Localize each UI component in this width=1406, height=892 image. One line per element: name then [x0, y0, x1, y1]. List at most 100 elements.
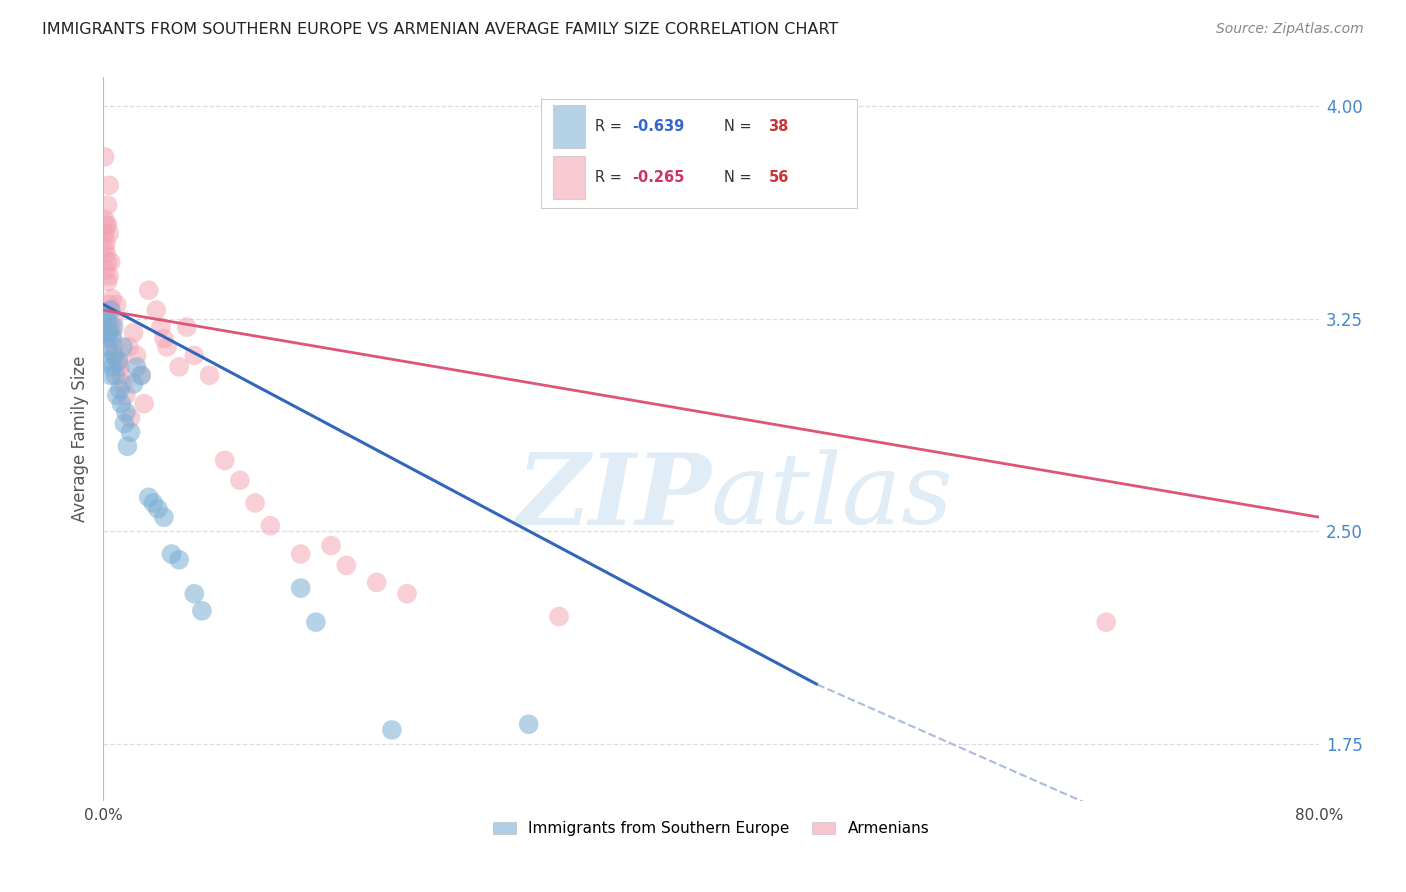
Point [243, 496, 266, 510]
Point [118, 340, 141, 354]
Point [96, 263, 118, 277]
Point [97, 314, 120, 328]
Point [93, 150, 115, 164]
Point [129, 368, 152, 383]
Point [98, 354, 121, 368]
Point [122, 376, 145, 391]
Point [93, 212, 115, 227]
Point [381, 723, 404, 737]
Point [191, 604, 214, 618]
Point [153, 510, 176, 524]
Point [97, 340, 120, 354]
Point [548, 609, 571, 624]
Point [100, 303, 122, 318]
Text: atlas: atlas [711, 450, 953, 545]
Point [115, 388, 138, 402]
Point [104, 368, 127, 383]
Point [111, 376, 134, 391]
Point [103, 320, 125, 334]
Point [134, 397, 156, 411]
Point [1095, 615, 1118, 629]
Point [98, 178, 121, 193]
Point [138, 491, 160, 505]
Point [229, 473, 252, 487]
Point [98, 268, 121, 283]
Point [120, 410, 142, 425]
Point [305, 615, 328, 629]
Legend: Immigrants from Southern Europe, Armenians: Immigrants from Southern Europe, Armenia… [485, 814, 936, 844]
Point [183, 587, 205, 601]
Point [176, 320, 198, 334]
Point [110, 368, 132, 383]
Point [112, 417, 135, 431]
Text: Source: ZipAtlas.com: Source: ZipAtlas.com [1216, 22, 1364, 37]
Point [103, 311, 125, 326]
Point [100, 255, 122, 269]
Point [138, 283, 160, 297]
Point [103, 340, 125, 354]
Point [107, 354, 129, 368]
Point [108, 359, 131, 374]
Text: IMMIGRANTS FROM SOUTHERN EUROPE VS ARMENIAN AVERAGE FAMILY SIZE CORRELATION CHAR: IMMIGRANTS FROM SOUTHERN EUROPE VS ARMEN… [42, 22, 838, 37]
Point [96, 331, 118, 345]
Point [103, 349, 125, 363]
Point [96, 235, 118, 249]
Point [98, 297, 121, 311]
Point [153, 331, 176, 345]
Point [396, 587, 419, 601]
Point [259, 518, 281, 533]
Point [101, 331, 124, 345]
Point [97, 255, 120, 269]
Point [107, 354, 129, 368]
Point [214, 453, 236, 467]
Point [105, 388, 128, 402]
Point [97, 198, 120, 212]
Point [97, 218, 120, 232]
Point [167, 359, 190, 374]
Point [167, 553, 190, 567]
Point [96, 320, 118, 334]
Point [108, 383, 131, 397]
Point [100, 368, 122, 383]
Point [104, 349, 127, 363]
Point [366, 575, 388, 590]
Point [117, 439, 139, 453]
Point [156, 340, 179, 354]
Point [146, 501, 169, 516]
Point [198, 368, 221, 383]
Point [120, 425, 142, 439]
Point [290, 581, 312, 595]
Point [125, 359, 148, 374]
Point [145, 303, 167, 318]
Point [115, 405, 138, 419]
Point [97, 275, 120, 289]
Point [290, 547, 312, 561]
Point [96, 246, 118, 260]
Point [122, 326, 145, 340]
Point [105, 297, 128, 311]
Point [100, 303, 122, 318]
Text: ZIP: ZIP [516, 449, 711, 545]
Point [98, 227, 121, 241]
Point [98, 326, 121, 340]
Point [93, 241, 115, 255]
Point [100, 320, 122, 334]
Point [517, 717, 540, 731]
Point [149, 320, 172, 334]
Point [125, 349, 148, 363]
Point [101, 359, 124, 374]
Point [101, 326, 124, 340]
Point [129, 368, 152, 383]
Point [96, 218, 118, 232]
Point [110, 397, 132, 411]
Point [93, 306, 115, 320]
Point [183, 349, 205, 363]
Point [93, 227, 115, 241]
Point [111, 340, 134, 354]
Point [142, 496, 165, 510]
Point [160, 547, 183, 561]
Point [319, 539, 342, 553]
Point [101, 292, 124, 306]
Point [335, 558, 357, 573]
Y-axis label: Average Family Size: Average Family Size [72, 356, 89, 523]
